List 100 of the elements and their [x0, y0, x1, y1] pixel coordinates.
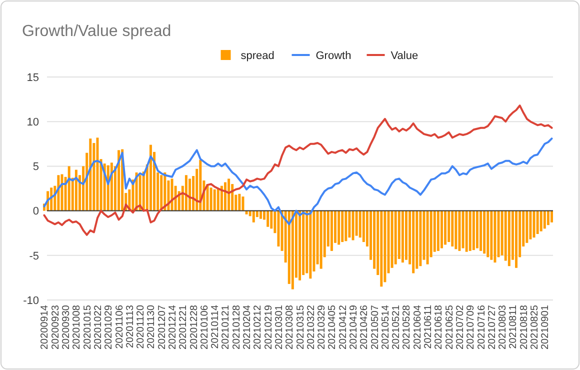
x-tick-label: 20210114	[210, 304, 222, 349]
bar	[508, 210, 510, 266]
x-tick-label: 20201207	[156, 304, 168, 350]
x-tick-label: 20210315	[295, 304, 306, 350]
bar	[330, 210, 333, 251]
bar	[224, 182, 226, 211]
bar	[252, 210, 255, 222]
x-tick-label: 20210204	[242, 304, 254, 350]
bar	[529, 210, 532, 240]
bar	[480, 210, 482, 251]
x-tick-label: 20210716	[476, 304, 488, 350]
bar	[358, 210, 362, 238]
y-tick-label: 0	[32, 206, 39, 218]
bar	[68, 166, 70, 211]
bar	[472, 210, 475, 250]
x-tick-label: 20210521	[391, 304, 402, 350]
x-tick-label: 20210106	[199, 304, 210, 350]
bar	[184, 175, 188, 211]
bar	[213, 189, 216, 211]
x-tick-label: 20201228	[188, 304, 200, 350]
bar	[416, 210, 418, 269]
legend-label: Value	[390, 50, 418, 62]
bar	[401, 210, 404, 263]
bar	[344, 210, 348, 242]
x-tick-label: 20210308	[284, 304, 296, 350]
x-tick-label: 20210419	[348, 304, 360, 350]
bar	[468, 210, 472, 251]
x-tick-label: 20210219	[263, 304, 274, 350]
x-tick-label: 20210825	[530, 304, 541, 350]
x-tick-label: 20210329	[316, 304, 328, 350]
x-tick-label: 20210727	[486, 304, 498, 350]
bar	[309, 210, 312, 279]
bar	[149, 144, 152, 211]
bar	[462, 210, 464, 248]
x-tick-label: 20201015	[82, 304, 94, 350]
bar	[394, 210, 397, 264]
x-tick-label: 20201120	[136, 304, 147, 349]
y-tick-label: -10	[23, 294, 39, 307]
bar	[515, 210, 518, 268]
bar	[454, 210, 458, 250]
chart-title: Growth/Value spread	[22, 23, 172, 40]
x-tick-label: 20210121	[220, 304, 232, 350]
x-tick-label: 20200930	[61, 304, 72, 350]
x-tick-label: 20210611	[423, 304, 434, 349]
bar	[210, 188, 212, 211]
bar	[188, 178, 191, 211]
bar	[320, 210, 322, 269]
x-tick-label: 20210426	[359, 304, 370, 350]
x-tick-label: 20210405	[327, 304, 338, 350]
x-tick-label: 20201022	[92, 304, 104, 350]
x-tick-label: 20210803	[498, 304, 509, 350]
bar	[118, 150, 120, 211]
bar	[526, 210, 528, 243]
bar	[60, 174, 64, 211]
bar	[540, 210, 542, 232]
x-tick-label: 20210618	[434, 304, 445, 350]
bar	[362, 210, 365, 242]
x-tick-label: 20210507	[370, 304, 381, 350]
bar	[436, 210, 440, 251]
x-tick-label: 20210322	[306, 304, 317, 350]
bar	[384, 210, 386, 282]
bar	[550, 210, 553, 222]
bar	[448, 210, 450, 242]
x-tick-label: 20201008	[72, 304, 83, 350]
bar	[338, 210, 340, 245]
y-tick-label: 10	[26, 116, 39, 128]
x-tick-label: 20210604	[412, 304, 424, 350]
bar	[543, 210, 546, 229]
bar	[138, 175, 142, 211]
x-tick-label: 20201029	[104, 304, 115, 350]
bar	[380, 210, 383, 287]
bar	[160, 175, 163, 211]
bar	[494, 210, 496, 263]
bar	[298, 210, 302, 280]
x-tick-label: 20210528	[402, 304, 413, 350]
x-tick-label: 20210901	[540, 304, 552, 350]
bar	[220, 186, 223, 211]
x-tick-label: 20201106	[114, 304, 126, 349]
y-tick-label: -5	[29, 250, 39, 262]
bar	[341, 210, 344, 242]
x-tick-label: 20201221	[178, 304, 190, 350]
y-tick-label: 5	[32, 161, 39, 174]
bar	[89, 138, 92, 211]
bar	[110, 162, 113, 211]
x-tick-label: 20210709	[466, 304, 477, 350]
x-tick-label: 20200914	[40, 304, 51, 350]
bar	[426, 210, 429, 264]
x-tick-label: 20210412	[338, 304, 349, 350]
x-tick-label: 20210514	[380, 304, 392, 350]
bar	[74, 170, 78, 211]
bar	[96, 138, 99, 211]
x-tick-label: 20210702	[454, 304, 466, 350]
bar	[536, 210, 539, 234]
line-series	[43, 138, 553, 226]
legend-label: Growth	[316, 50, 352, 62]
bar	[412, 210, 415, 274]
bar	[199, 160, 202, 211]
bar	[483, 210, 486, 254]
bar	[238, 194, 241, 211]
x-tick-label: 20210301	[274, 304, 285, 350]
